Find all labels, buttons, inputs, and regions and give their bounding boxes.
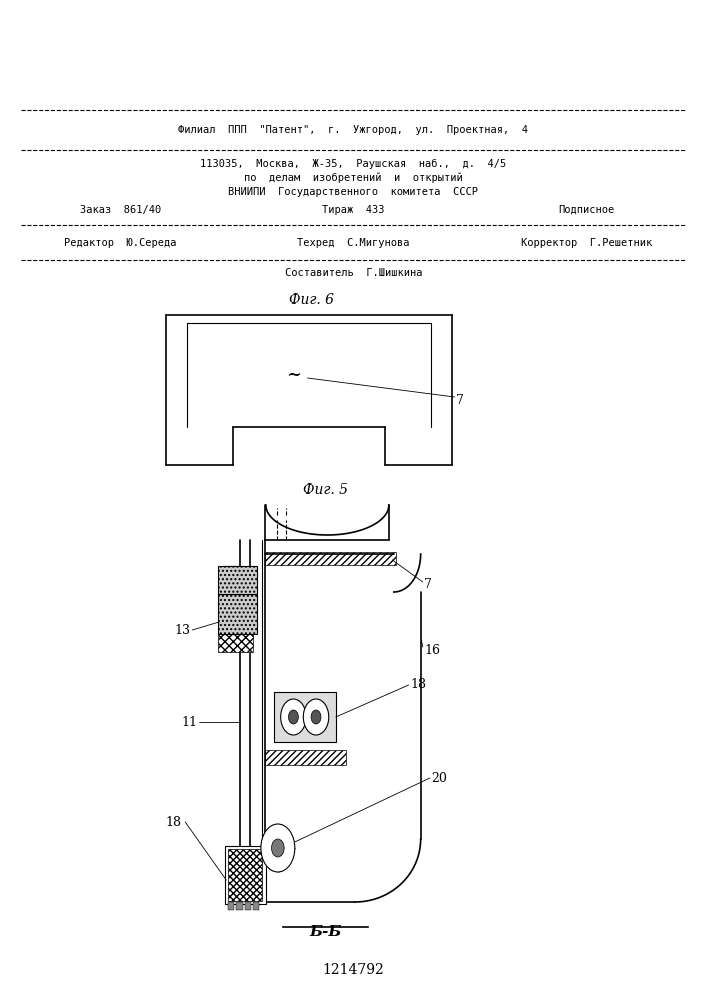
Text: Фиг. 5: Фиг. 5: [303, 483, 348, 497]
Text: Заказ  861/40: Заказ 861/40: [80, 205, 160, 215]
Text: 7: 7: [456, 393, 464, 406]
Bar: [218, 566, 257, 594]
Circle shape: [303, 699, 329, 735]
Circle shape: [281, 699, 306, 735]
Text: Редактор  Ю.Середа: Редактор Ю.Середа: [64, 238, 177, 248]
Text: Составитель  Г.Шишкина: Составитель Г.Шишкина: [285, 268, 422, 278]
Bar: [228, 902, 234, 910]
Text: 11: 11: [182, 716, 197, 728]
Text: Филиал  ППП  "Патент",  г.  Ужгород,  ул.  Проектная,  4: Филиал ППП "Патент", г. Ужгород, ул. Про…: [178, 125, 529, 135]
Circle shape: [311, 710, 321, 724]
Text: ВНИИПИ  Государственного  комитета  СССР: ВНИИПИ Государственного комитета СССР: [228, 187, 479, 197]
Text: 13: 13: [175, 624, 190, 637]
Text: Корректор  Г.Решетник: Корректор Г.Решетник: [521, 238, 653, 248]
Text: 20: 20: [431, 772, 447, 784]
Circle shape: [271, 839, 284, 857]
Text: 16: 16: [424, 644, 440, 656]
Bar: [218, 594, 257, 634]
Text: Б-Б: Б-Б: [309, 925, 341, 939]
Bar: [228, 849, 262, 901]
Circle shape: [288, 710, 298, 724]
Text: Фиг. 6: Фиг. 6: [288, 293, 334, 307]
Text: Техред  С.Мигунова: Техред С.Мигунова: [297, 238, 410, 248]
Bar: [225, 846, 266, 904]
Text: Тираж  433: Тираж 433: [322, 205, 385, 215]
Text: 18: 18: [410, 678, 426, 692]
Bar: [265, 552, 396, 565]
Bar: [245, 902, 251, 910]
Bar: [274, 692, 336, 742]
Text: 7: 7: [424, 578, 432, 591]
Text: 1214792: 1214792: [322, 963, 385, 977]
Bar: [253, 902, 259, 910]
Text: Подписное: Подписное: [559, 205, 615, 215]
Bar: [223, 566, 241, 634]
Circle shape: [261, 824, 295, 872]
Bar: [265, 750, 346, 765]
Text: по  делам  изобретений  и  открытий: по делам изобретений и открытий: [244, 173, 463, 183]
Bar: [236, 902, 243, 910]
Text: ~: ~: [286, 366, 301, 384]
Text: 113035,  Москва,  Ж-35,  Раушская  наб.,  д.  4/5: 113035, Москва, Ж-35, Раушская наб., д. …: [200, 159, 507, 169]
Text: 18: 18: [165, 816, 181, 828]
Bar: [218, 634, 253, 652]
